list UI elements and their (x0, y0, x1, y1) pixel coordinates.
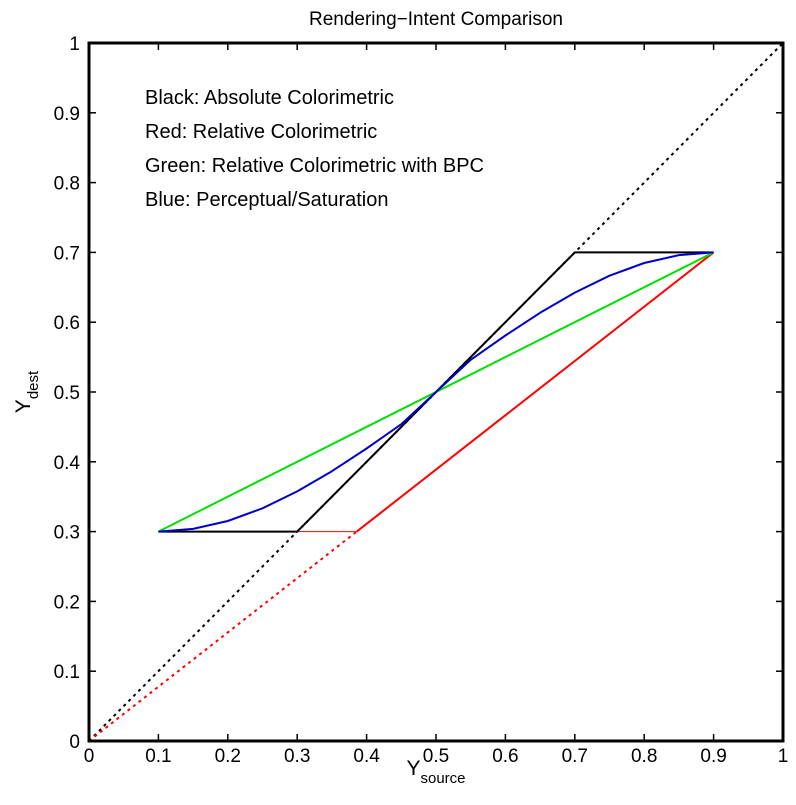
y-tick-label: 0 (69, 732, 80, 753)
tick-layer: 0 0.1 0.2 0.3 0.4 0.5 0.6 0.7 0.8 0.9 1 0 0.1 0.2 0.3 0… (54, 34, 789, 767)
y-tick-label: 0.2 (54, 592, 80, 613)
y-axis-label-sub: dest (25, 370, 42, 399)
x-tick-label: 0.9 (700, 746, 726, 767)
y-axis-label-main: Y (12, 399, 35, 413)
series-line-red-dotted (88, 530, 358, 742)
x-axis-label-sub: source (420, 770, 465, 787)
legend-annotation: Green: Relative Colorimetric with BPC (145, 155, 484, 177)
chart-title: Rendering−Intent Comparison (309, 9, 563, 30)
y-tick-label: 0.5 (54, 383, 80, 404)
x-tick-label: 1 (778, 746, 789, 767)
x-tick-label: 0.1 (145, 746, 171, 767)
x-tick-label: 0.4 (353, 746, 380, 767)
x-tick-label: 0.8 (631, 746, 657, 767)
legend-annotation: Black: Absolute Colorimetric (145, 87, 394, 109)
series-line-perceptual-saturation (158, 251, 714, 533)
y-tick-label: 0.3 (54, 523, 80, 544)
x-tick-label: 0.2 (215, 746, 241, 767)
y-tick-label: 0.1 (54, 662, 80, 683)
x-axis-label: Ysource (406, 757, 465, 787)
y-axis-label-group: Ydest (12, 370, 42, 413)
y-tick-label: 0.9 (54, 104, 80, 125)
x-tick-label: 0.3 (284, 746, 310, 767)
series-line-relative-colorimetric (356, 251, 715, 533)
y-axis-label: Ydest (12, 370, 42, 413)
legend-annotation: Red: Relative Colorimetric (145, 121, 377, 143)
x-tick-label: 0 (84, 746, 95, 767)
x-tick-label: 0.6 (492, 746, 518, 767)
y-tick-label: 0.7 (54, 243, 80, 264)
y-tick-label: 0.6 (54, 313, 80, 334)
series-layer (88, 42, 784, 742)
x-axis-label-main: Y (406, 757, 420, 780)
plot-frame (87, 41, 785, 743)
legend-annotation: Blue: Perceptual/Saturation (145, 189, 389, 211)
y-tick-label: 0.4 (54, 453, 81, 474)
x-tick-label: 0.7 (562, 746, 588, 767)
y-tick-label: 1 (69, 34, 80, 55)
annotation-layer: Black: Absolute Colorimetric Red: Relativ… (145, 87, 484, 211)
x-tick-label: 0.5 (423, 746, 449, 767)
y-tick-label: 0.8 (54, 174, 80, 195)
